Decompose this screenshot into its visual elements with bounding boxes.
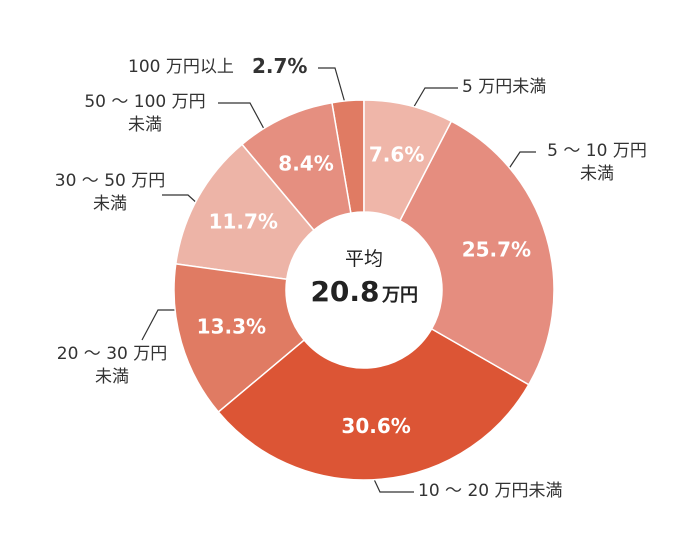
value-label: 25.7% (462, 238, 531, 262)
slice (363, 99, 453, 222)
category-label: 10 〜 20 万円未満 (418, 481, 563, 501)
value-label: 13.3% (197, 315, 266, 339)
leader-line (411, 87, 458, 111)
slice (240, 101, 352, 232)
center-label: 平均 (345, 248, 383, 270)
center-unit: 万円 (381, 285, 418, 306)
category-label: 100 万円以上 (128, 57, 234, 77)
category-label: 20 〜 30 万円 未満 (56, 344, 168, 387)
slice (174, 143, 315, 281)
leader-line (318, 67, 346, 104)
value-label: 2.7% (252, 54, 308, 78)
slice (217, 327, 530, 481)
center-value: 20.8 (310, 275, 379, 308)
category-label: 5 万円未満 (462, 77, 547, 97)
category-label: 5 〜 10 万円 未満 (547, 141, 647, 184)
leader-line (218, 102, 271, 141)
value-label: 30.6% (341, 414, 410, 438)
category-label: 30 〜 50 万円 未満 (54, 171, 166, 214)
value-label: 8.4% (278, 151, 333, 175)
slice (398, 120, 555, 386)
leader-line (141, 309, 180, 341)
value-label: 7.6% (369, 142, 424, 166)
value-label: 11.7% (209, 210, 278, 234)
category-label: 50 〜 100 万円 未満 (84, 92, 206, 135)
slice (173, 262, 306, 414)
